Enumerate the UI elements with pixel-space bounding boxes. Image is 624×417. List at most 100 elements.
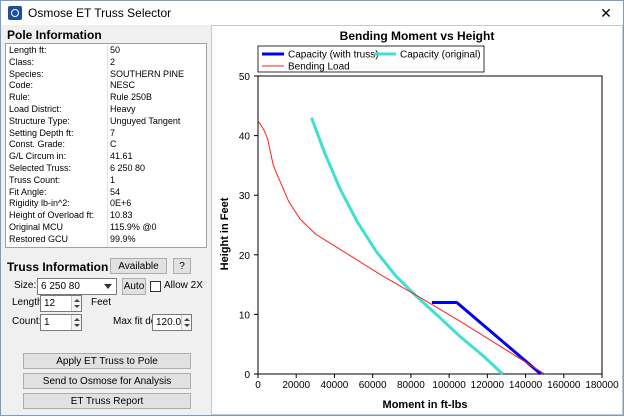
pole-info-value: 41.61: [110, 151, 133, 162]
truss-info-heading: Truss Information: [7, 260, 109, 274]
pole-info-row[interactable]: Species: SOUTHERN PINE: [6, 69, 206, 81]
pole-info-row[interactable]: Setting Depth ft: 7: [6, 128, 206, 140]
count-value: 1: [44, 317, 50, 328]
x-tick-label: 0: [255, 380, 261, 391]
send-to-osmose-button[interactable]: Send to Osmose for Analysis: [23, 373, 191, 389]
apply-truss-button[interactable]: Apply ET Truss to Pole: [23, 353, 191, 369]
x-tick-label: 60000: [359, 380, 387, 391]
max-fit-stepper[interactable]: 120.0: [152, 314, 192, 331]
y-axis-label: Height in Feet: [219, 197, 231, 270]
pole-info-row[interactable]: Length ft: 50: [6, 45, 206, 57]
pole-info-row[interactable]: Truss Count: 1: [6, 175, 206, 187]
pole-info-value: Heavy: [110, 104, 136, 114]
close-button[interactable]: ✕: [600, 5, 612, 21]
chart-title: Bending Moment vs Height: [340, 29, 495, 43]
x-tick-label: 100000: [432, 380, 466, 391]
chevron-down-icon: [104, 284, 112, 289]
count-stepper[interactable]: 1: [40, 314, 82, 331]
pole-info-row[interactable]: G/L Circum in: 41.61: [6, 151, 206, 163]
pole-info-value: 10.83: [110, 210, 133, 221]
max-fit-value: 120.0: [156, 317, 182, 328]
auto-button[interactable]: Auto: [122, 278, 146, 295]
bending-moment-chart: Bending Moment vs Height Moment in ft-lb…: [219, 29, 619, 411]
pole-info-row[interactable]: Selected Truss: 6 250 80: [6, 163, 206, 175]
column-divider: [107, 44, 108, 247]
pole-info-row[interactable]: Structure Type: Unguyed Tangent: [6, 116, 206, 128]
pole-info-value: 1: [110, 174, 116, 185]
pole-info-value: Unguyed Tangent: [110, 115, 181, 126]
pole-info-label: G/L Circum in:: [9, 151, 67, 162]
legend-box: [257, 45, 485, 73]
spin-arrows-icon[interactable]: [181, 315, 191, 330]
x-tick-label: 120000: [471, 380, 505, 391]
pole-info-label: Rule:: [9, 92, 31, 103]
y-tick-label: 10: [239, 310, 251, 321]
pole-info-value: C: [110, 139, 117, 150]
y-tick-label: 40: [239, 132, 251, 143]
x-tick-label: 140000: [509, 380, 543, 391]
pole-info-value: SOUTHERN PINE: [110, 68, 185, 79]
pole-info-row[interactable]: Code: NESC: [6, 80, 206, 92]
size-label: Size:: [14, 280, 37, 291]
y-tick-label: 20: [239, 251, 251, 262]
pole-info-label: Restored GCU: [9, 233, 69, 244]
pole-info-label: Load District:: [9, 104, 62, 114]
pole-info-value: 7: [110, 127, 116, 138]
pole-info-value: 6 250 80: [110, 163, 146, 173]
truss-report-button[interactable]: ET Truss Report: [23, 393, 191, 409]
spin-arrows-icon[interactable]: [71, 296, 81, 311]
count-label: Count:: [12, 316, 42, 327]
pole-info-row[interactable]: Rule: Rule 250B: [6, 92, 206, 104]
pole-info-row[interactable]: Rigidity lb-in^2: 0E+6: [6, 198, 206, 210]
series-line-3: [257, 120, 545, 375]
help-button[interactable]: ?: [173, 258, 191, 274]
pole-info-label: Fit Angle:: [9, 186, 47, 197]
chart-panel: Bending Moment vs Height Moment in ft-lb…: [211, 25, 623, 415]
x-tick-label: 80000: [397, 380, 425, 391]
pole-info-value: 0E+6: [110, 198, 132, 209]
pole-info-row[interactable]: Const. Grade: C: [6, 139, 206, 151]
pole-info-row[interactable]: Original MCU 115.9% @0: [6, 222, 206, 234]
pole-info-label: Const. Grade:: [9, 139, 66, 150]
spin-arrows-icon[interactable]: [71, 315, 81, 330]
pole-info-row[interactable]: Load District: Heavy: [6, 104, 206, 116]
size-value: 6 250 80: [41, 281, 80, 292]
pole-info-label: Truss Count:: [9, 174, 61, 185]
pole-info-label: Species:: [9, 68, 44, 79]
pole-info-value: 50: [110, 45, 121, 55]
x-tick-label: 40000: [321, 380, 349, 391]
length-label: Length:: [12, 297, 46, 308]
pole-info-value: Rule 250B: [110, 92, 153, 103]
size-select[interactable]: 6 250 80: [37, 278, 117, 295]
pole-info-value: NESC: [110, 80, 136, 91]
length-value: 12: [44, 298, 56, 309]
available-button[interactable]: Available: [110, 258, 167, 274]
pole-info-label: Rigidity lb-in^2:: [9, 198, 70, 209]
pole-info-label: Code:: [9, 80, 34, 91]
pole-info-label: Setting Depth ft:: [9, 127, 74, 138]
legend-label: Capacity (with truss): [288, 50, 379, 61]
pole-info-row[interactable]: Fit Angle: 54: [6, 187, 206, 199]
pole-info-label: Structure Type:: [9, 115, 70, 126]
length-stepper[interactable]: 12: [40, 295, 82, 312]
pole-info-label: Selected Truss:: [9, 163, 72, 173]
pole-info-row[interactable]: Height of Overload ft: 10.83: [6, 210, 206, 222]
pole-info-label: Length ft:: [9, 45, 47, 55]
window-title: Osmose ET Truss Selector: [28, 6, 172, 20]
pole-info-row[interactable]: Class: 2: [6, 57, 206, 69]
allow-2x-checkbox[interactable]: [150, 281, 161, 292]
legend-label: Bending Load: [288, 62, 350, 73]
pole-info-row[interactable]: Restored GCU 99.9%: [6, 234, 206, 246]
title-bar: Osmose ET Truss Selector ✕: [1, 1, 623, 25]
pole-info-label: Height of Overload ft:: [9, 210, 95, 221]
x-tick-label: 180000: [585, 380, 619, 391]
y-tick-label: 50: [239, 72, 251, 83]
pole-info-label: Original MCU: [9, 222, 64, 232]
pole-info-label: Class:: [9, 56, 35, 67]
x-tick-label: 20000: [282, 380, 310, 391]
series-line-1: [431, 301, 542, 376]
x-axis-label: Moment in ft-lbs: [383, 399, 468, 411]
plot-frame: [257, 75, 603, 375]
pole-info-value: 115.9% @0: [110, 222, 157, 232]
